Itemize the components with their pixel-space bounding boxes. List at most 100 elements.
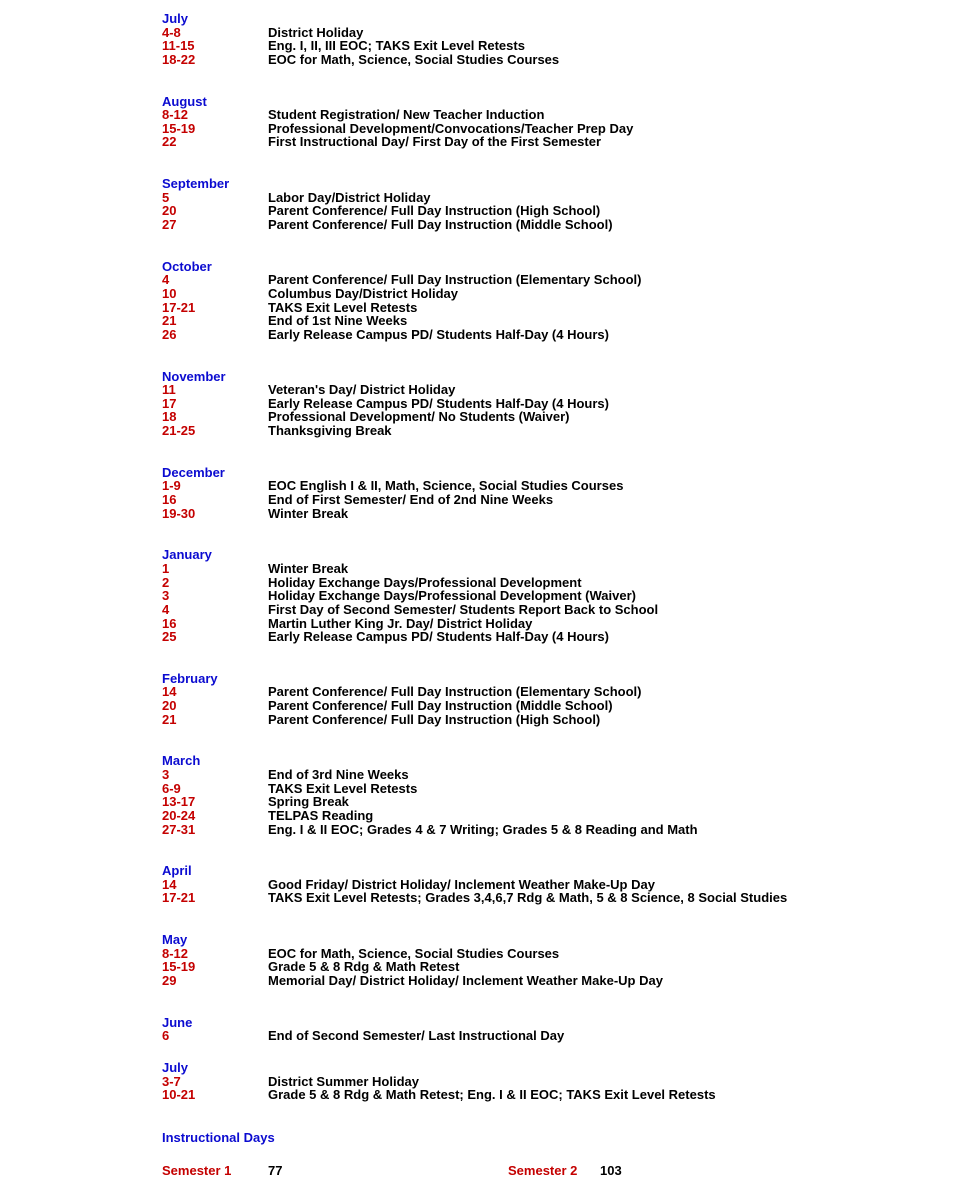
event-description: First Instructional Day/ First Day of th… [268,135,912,149]
date-range: 17-21 [162,301,268,315]
event-description: District Holiday [268,26,912,40]
date-range: 21 [162,713,268,727]
semester-row: Semester 177Semester 2103 [162,1163,912,1178]
calendar-row: 14Parent Conference/ Full Day Instructio… [162,685,912,699]
date-range: 3 [162,768,268,782]
event-description: EOC English I & II, Math, Science, Socia… [268,479,912,493]
calendar-row: 1-9EOC English I & II, Math, Science, So… [162,479,912,493]
month-name: January [162,548,912,562]
month-block: August8-12Student Registration/ New Teac… [162,95,912,150]
date-range: 13-17 [162,795,268,809]
date-range: 20-24 [162,809,268,823]
date-range: 18-22 [162,53,268,67]
event-description: Grade 5 & 8 Rdg & Math Retest [268,960,912,974]
event-description: Good Friday/ District Holiday/ Inclement… [268,878,912,892]
date-range: 6 [162,1029,268,1043]
date-range: 3 [162,589,268,603]
calendar-row: 3-7District Summer Holiday [162,1075,912,1089]
calendar-row: 17-21TAKS Exit Level Retests [162,301,912,315]
event-description: Student Registration/ New Teacher Induct… [268,108,912,122]
event-description: EOC for Math, Science, Social Studies Co… [268,53,912,67]
calendar-row: 26Early Release Campus PD/ Students Half… [162,328,912,342]
calendar-row: 4-8District Holiday [162,26,912,40]
calendar-row: 6End of Second Semester/ Last Instructio… [162,1029,912,1043]
calendar-row: 21Parent Conference/ Full Day Instructio… [162,713,912,727]
month-block: November11Veteran's Day/ District Holida… [162,370,912,438]
date-range: 8-12 [162,108,268,122]
month-block: January1Winter Break2Holiday Exchange Da… [162,548,912,643]
event-description: Parent Conference/ Full Day Instruction … [268,713,912,727]
month-name: March [162,754,912,768]
month-block: February14Parent Conference/ Full Day In… [162,672,912,727]
event-description: Winter Break [268,562,912,576]
date-range: 16 [162,617,268,631]
calendar-row: 15-19Professional Development/Convocatio… [162,122,912,136]
calendar-row: 4First Day of Second Semester/ Students … [162,603,912,617]
calendar-row: 29Memorial Day/ District Holiday/ Inclem… [162,974,912,988]
date-range: 16 [162,493,268,507]
calendar-row: 6-9TAKS Exit Level Retests [162,782,912,796]
event-description: Eng. I & II EOC; Grades 4 & 7 Writing; G… [268,823,912,837]
instructional-days-heading: Instructional Days [162,1130,912,1145]
date-range: 29 [162,974,268,988]
date-range: 2 [162,576,268,590]
date-range: 17-21 [162,891,268,905]
date-range: 27-31 [162,823,268,837]
date-range: 14 [162,878,268,892]
month-block: July4-8District Holiday11-15Eng. I, II, … [162,12,912,67]
month-name: May [162,933,912,947]
event-description: Parent Conference/ Full Day Instruction … [268,218,912,232]
event-description: Winter Break [268,507,912,521]
calendar-row: 17Early Release Campus PD/ Students Half… [162,397,912,411]
semester-1-value: 77 [268,1163,308,1178]
date-range: 1-9 [162,479,268,493]
calendar-row: 27Parent Conference/ Full Day Instructio… [162,218,912,232]
month-name: June [162,1016,912,1030]
event-description: Early Release Campus PD/ Students Half-D… [268,328,912,342]
calendar-row: 17-21TAKS Exit Level Retests; Grades 3,4… [162,891,912,905]
event-description: Eng. I, II, III EOC; TAKS Exit Level Ret… [268,39,912,53]
spacer [308,1163,508,1178]
date-range: 21 [162,314,268,328]
month-block: July3-7District Summer Holiday10-21Grade… [162,1061,912,1102]
calendar-row: 8-12Student Registration/ New Teacher In… [162,108,912,122]
calendar-row: 10-21Grade 5 & 8 Rdg & Math Retest; Eng.… [162,1088,912,1102]
month-name: November [162,370,912,384]
event-description: TAKS Exit Level Retests; Grades 3,4,6,7 … [268,891,912,905]
calendar-row: 16Martin Luther King Jr. Day/ District H… [162,617,912,631]
month-block: June6End of Second Semester/ Last Instru… [162,1016,912,1043]
month-name: July [162,12,912,26]
date-range: 3-7 [162,1075,268,1089]
event-description: Parent Conference/ Full Day Instruction … [268,685,912,699]
date-range: 21-25 [162,424,268,438]
calendar-row: 18-22EOC for Math, Science, Social Studi… [162,53,912,67]
event-description: Early Release Campus PD/ Students Half-D… [268,397,912,411]
event-description: Professional Development/Convocations/Te… [268,122,912,136]
event-description: Parent Conference/ Full Day Instruction … [268,699,912,713]
calendar-row: 1Winter Break [162,562,912,576]
date-range: 4 [162,273,268,287]
date-range: 26 [162,328,268,342]
date-range: 19-30 [162,507,268,521]
month-block: April14Good Friday/ District Holiday/ In… [162,864,912,905]
event-description: Martin Luther King Jr. Day/ District Hol… [268,617,912,631]
month-name: April [162,864,912,878]
month-name: February [162,672,912,686]
month-block: May8-12EOC for Math, Science, Social Stu… [162,933,912,988]
date-range: 17 [162,397,268,411]
month-block: October4Parent Conference/ Full Day Inst… [162,260,912,342]
month-name: July [162,1061,912,1075]
calendar-row: 25Early Release Campus PD/ Students Half… [162,630,912,644]
date-range: 5 [162,191,268,205]
semester-2-label: Semester 2 [508,1163,600,1178]
date-range: 10-21 [162,1088,268,1102]
event-description: EOC for Math, Science, Social Studies Co… [268,947,912,961]
semester-2-value: 103 [600,1163,622,1178]
event-description: Holiday Exchange Days/Professional Devel… [268,589,912,603]
event-description: Grade 5 & 8 Rdg & Math Retest; Eng. I & … [268,1088,912,1102]
calendar-row: 21-25Thanksgiving Break [162,424,912,438]
calendar-row: 11-15Eng. I, II, III EOC; TAKS Exit Leve… [162,39,912,53]
event-description: End of First Semester/ End of 2nd Nine W… [268,493,912,507]
calendar-row: 13-17Spring Break [162,795,912,809]
date-range: 14 [162,685,268,699]
